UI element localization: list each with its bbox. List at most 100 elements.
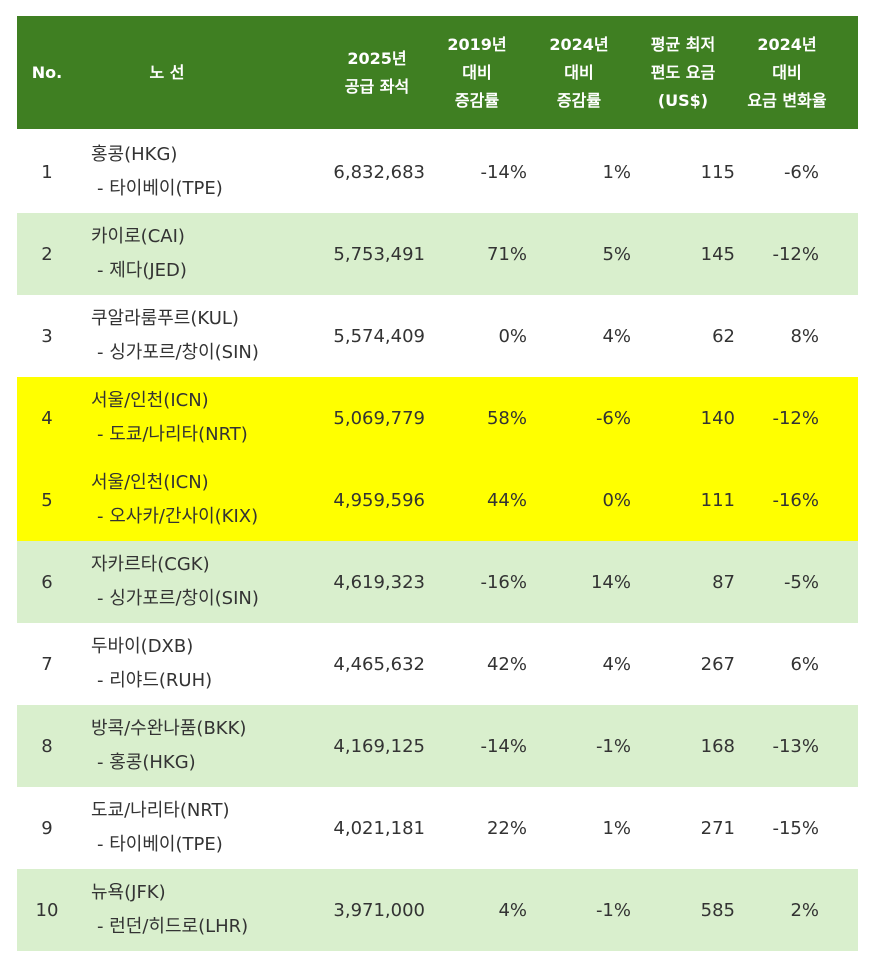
route-origin: 카이로(CAI) (91, 226, 185, 247)
table-row: 4 서울/인천(ICN) - 도쿄/나리타(NRT) 5,069,779 58% -6% 1… (17, 377, 858, 459)
rate-2019-cell: 4% (498, 899, 527, 921)
table-row: 2 카이로(CAI) - 제다(JED) 5,753,491 71% 5% 145 -12% (17, 213, 858, 295)
seats-cell: 4,465,632 (333, 653, 425, 675)
rate-2024-cell: 4% (602, 325, 631, 347)
route-cell: 자카르타(CGK) - 싱가포르/창이(SIN) (77, 541, 297, 623)
table-row: 5 서울/인천(ICN) - 오사카/간사이(KIX) 4,959,596 44% 0% 1… (17, 459, 858, 541)
header-no: No. (31, 62, 63, 82)
route-origin: 서울/인천(ICN) (91, 390, 209, 411)
route-cell: 서울/인천(ICN) - 도쿄/나리타(NRT) (77, 377, 297, 459)
row-number: 10 (35, 899, 59, 921)
route-origin: 쿠알라룸푸르(KUL) (91, 308, 239, 329)
rate-2024-cell: 4% (602, 653, 631, 675)
fare-cell: 115 (700, 161, 735, 183)
rate-2019-cell: -14% (480, 735, 527, 757)
fare-change-cell: -16% (772, 489, 819, 511)
route-origin: 서울/인천(ICN) (91, 472, 209, 493)
table-body: 1 홍콩(HKG) - 타이베이(TPE) 6,832,683 -14% 1% 115 -6%… (17, 131, 858, 951)
rate-2024-cell: 1% (602, 817, 631, 839)
fare-cell: 585 (700, 899, 735, 921)
fare-change-cell: -12% (772, 243, 819, 265)
rate-2024-cell: -1% (595, 735, 631, 757)
fare-change-cell: 6% (790, 653, 819, 675)
fare-cell: 87 (712, 571, 735, 593)
table-row: 3 쿠알라룸푸르(KUL) - 싱가포르/창이(SIN) 5,574,409 0% 4% 6… (17, 295, 858, 377)
fare-cell: 267 (700, 653, 735, 675)
route-destination: - 런던/히드로(LHR) (97, 916, 249, 937)
header-rate-2019: 2019년 대비 증감률 (447, 34, 507, 110)
route-origin: 도쿄/나리타(NRT) (91, 800, 230, 821)
seats-cell: 4,959,596 (333, 489, 425, 511)
rate-2019-cell: 71% (486, 243, 527, 265)
route-destination: - 제다(JED) (97, 260, 187, 281)
route-origin: 뉴욕(JFK) (91, 882, 166, 903)
header-rate-2024: 2024년 대비 증감률 (549, 34, 609, 110)
row-number: 9 (41, 817, 53, 839)
row-number: 5 (41, 489, 53, 511)
header-fare: 평균 최저 편도 요금 (US$) (650, 34, 716, 110)
table-row: 6 자카르타(CGK) - 싱가포르/창이(SIN) 4,619,323 -16% 14%… (17, 541, 858, 623)
rate-2019-cell: -16% (480, 571, 527, 593)
seats-cell: 3,971,000 (333, 899, 425, 921)
fare-cell: 168 (700, 735, 735, 757)
row-number: 7 (41, 653, 53, 675)
row-number: 2 (41, 243, 53, 265)
rate-2024-cell: -6% (595, 407, 631, 429)
fare-change-cell: -6% (783, 161, 819, 183)
fare-cell: 62 (712, 325, 735, 347)
route-cell: 도쿄/나리타(NRT) - 타이베이(TPE) (77, 787, 297, 869)
row-number: 8 (41, 735, 53, 757)
route-destination: - 오사카/간사이(KIX) (97, 506, 259, 527)
route-destination: - 타이베이(TPE) (97, 178, 223, 199)
rate-2019-cell: 44% (486, 489, 527, 511)
table-row: 7 두바이(DXB) - 리야드(RUH) 4,465,632 42% 4% 267 6% (17, 623, 858, 705)
rate-2019-cell: 22% (486, 817, 527, 839)
route-cell: 서울/인천(ICN) - 오사카/간사이(KIX) (77, 459, 297, 541)
rate-2019-cell: -14% (480, 161, 527, 183)
fare-change-cell: 8% (790, 325, 819, 347)
fare-change-cell: -12% (772, 407, 819, 429)
route-cell: 카이로(CAI) - 제다(JED) (77, 213, 297, 295)
fare-change-cell: 2% (790, 899, 819, 921)
header-fare-change: 2024년 대비 요금 변화율 (747, 34, 827, 110)
rate-2024-cell: 1% (602, 161, 631, 183)
route-cell: 방콕/수완나품(BKK) - 홍콩(HKG) (77, 705, 297, 787)
fare-cell: 140 (700, 407, 735, 429)
table-row: 9 도쿄/나리타(NRT) - 타이베이(TPE) 4,021,181 22% 1% 271… (17, 787, 858, 869)
route-destination: - 홍콩(HKG) (97, 752, 196, 773)
seats-cell: 5,753,491 (333, 243, 425, 265)
route-destination: - 도쿄/나리타(NRT) (97, 424, 248, 445)
row-number: 4 (41, 407, 53, 429)
row-number: 3 (41, 325, 53, 347)
seats-cell: 5,574,409 (333, 325, 425, 347)
route-cell: 두바이(DXB) - 리야드(RUH) (77, 623, 297, 705)
table-row: 8 방콕/수완나품(BKK) - 홍콩(HKG) 4,169,125 -14% -1% 16… (17, 705, 858, 787)
route-destination: - 싱가포르/창이(SIN) (97, 342, 259, 363)
rate-2019-cell: 0% (498, 325, 527, 347)
seats-cell: 4,169,125 (333, 735, 425, 757)
rate-2024-cell: 0% (602, 489, 631, 511)
route-cell: 뉴욕(JFK) - 런던/히드로(LHR) (77, 869, 297, 951)
fare-change-cell: -5% (783, 571, 819, 593)
table-header: No. 노 선 2025년 공급 좌석 2019년 대비 증감률 2024년 대… (17, 16, 858, 129)
table-row: 1 홍콩(HKG) - 타이베이(TPE) 6,832,683 -14% 1% 115 -6% (17, 131, 858, 213)
route-destination: - 리야드(RUH) (97, 670, 213, 691)
rate-2024-cell: 5% (602, 243, 631, 265)
route-origin: 자카르타(CGK) (91, 554, 210, 575)
routes-table: No. 노 선 2025년 공급 좌석 2019년 대비 증감률 2024년 대… (17, 16, 858, 951)
rate-2019-cell: 58% (486, 407, 527, 429)
seats-cell: 5,069,779 (333, 407, 425, 429)
fare-change-cell: -15% (772, 817, 819, 839)
seats-cell: 6,832,683 (333, 161, 425, 183)
fare-cell: 271 (700, 817, 735, 839)
fare-cell: 111 (700, 489, 735, 511)
fare-cell: 145 (700, 243, 735, 265)
route-destination: - 타이베이(TPE) (97, 834, 223, 855)
rate-2024-cell: -1% (595, 899, 631, 921)
header-seats: 2025년 공급 좌석 (344, 48, 410, 96)
route-cell: 쿠알라룸푸르(KUL) - 싱가포르/창이(SIN) (77, 295, 297, 377)
route-destination: - 싱가포르/창이(SIN) (97, 588, 259, 609)
route-cell: 홍콩(HKG) - 타이베이(TPE) (77, 131, 297, 213)
table-row: 10 뉴욕(JFK) - 런던/히드로(LHR) 3,971,000 4% -1% 585 2… (17, 869, 858, 951)
route-origin: 두바이(DXB) (91, 636, 194, 657)
